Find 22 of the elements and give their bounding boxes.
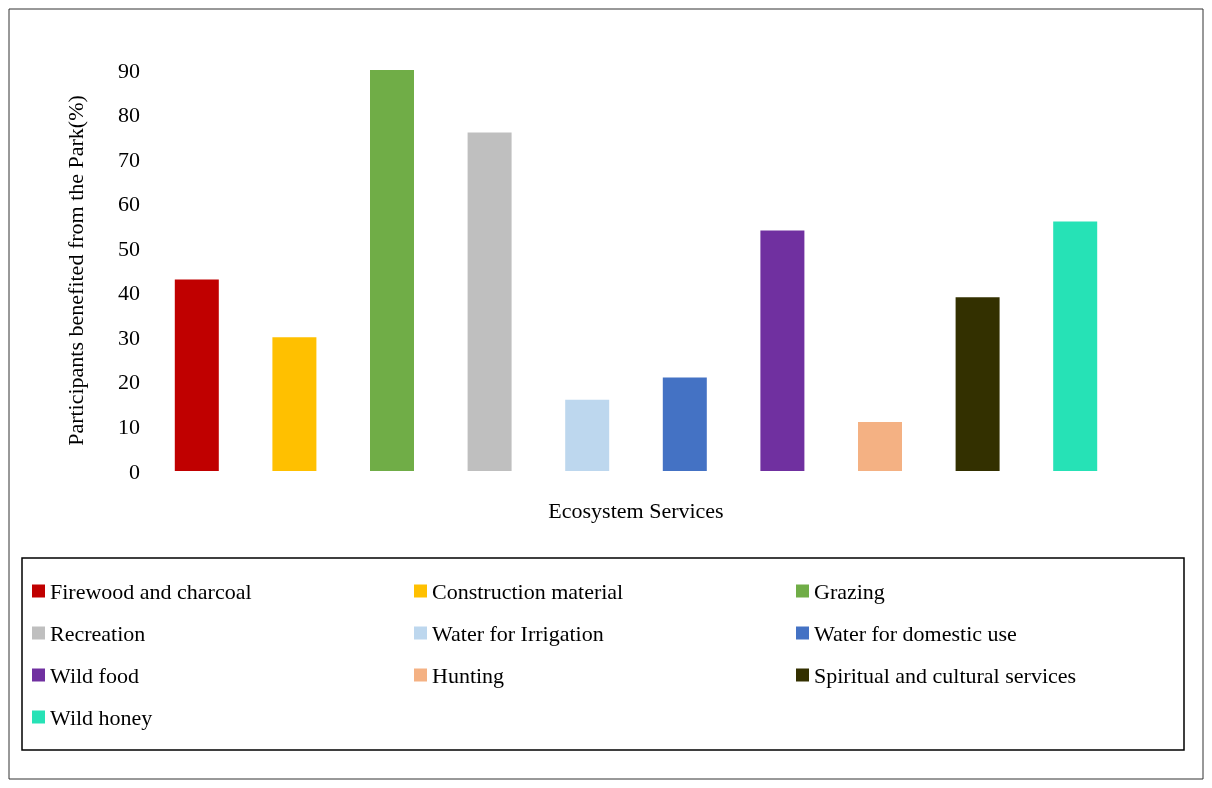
legend-label: Construction material bbox=[432, 578, 624, 604]
y-tick-label: 20 bbox=[118, 369, 140, 395]
legend-label: Grazing bbox=[814, 578, 885, 604]
legend-label: Water for Irrigation bbox=[432, 620, 604, 646]
y-axis-title: Participants benefited from the Park(%) bbox=[62, 95, 88, 446]
y-tick-label: 0 bbox=[129, 458, 140, 484]
y-tick-label: 50 bbox=[118, 235, 140, 261]
x-axis-title: Ecosystem Services bbox=[548, 497, 724, 523]
legend-label: Hunting bbox=[432, 662, 505, 688]
y-tick-label: 90 bbox=[118, 57, 140, 83]
legend-label: Firewood and charcoal bbox=[50, 578, 252, 604]
y-tick-label: 30 bbox=[118, 324, 140, 350]
y-tick-label: 60 bbox=[118, 191, 140, 217]
legend-label: Water for domestic use bbox=[814, 620, 1017, 646]
legend-label: Spiritual and cultural services bbox=[814, 662, 1077, 688]
legend-label: Wild honey bbox=[50, 704, 153, 730]
y-tick-label: 10 bbox=[118, 413, 140, 439]
legend-label: Recreation bbox=[50, 620, 146, 646]
y-tick-label: 70 bbox=[118, 146, 140, 172]
y-tick-label: 80 bbox=[118, 102, 140, 128]
legend-label: Wild food bbox=[50, 662, 139, 688]
y-tick-label: 40 bbox=[118, 280, 140, 306]
